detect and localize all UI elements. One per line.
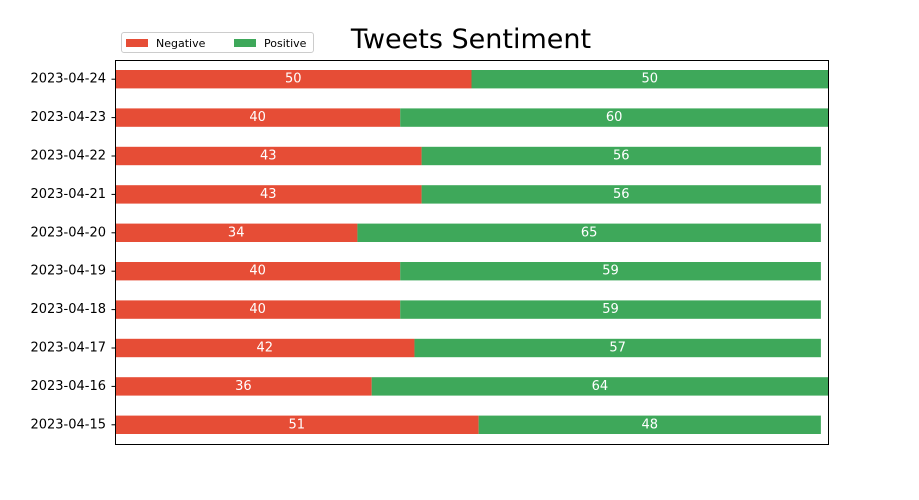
data-label-positive-2023-04-16: 64 [592, 379, 609, 394]
y-tick-label-2023-04-19: 2023-04-19 [30, 264, 106, 279]
data-label-positive-2023-04-20: 65 [581, 225, 598, 240]
bar-negative-2023-04-19 [115, 262, 401, 281]
bar-negative-2023-04-23 [115, 108, 401, 127]
bars-layer: 50 50 40 60 43 56 43 56 34 65 40 59 40 59 42 57 36 64 51 48 [115, 70, 828, 434]
data-label-negative-2023-04-16: 36 [235, 379, 252, 394]
plot-frame [115, 60, 829, 445]
data-label-positive-2023-04-17: 57 [609, 341, 626, 356]
bar-negative-2023-04-20 [115, 223, 358, 242]
data-label-positive-2023-04-19: 59 [602, 264, 619, 279]
data-label-positive-2023-04-18: 59 [602, 302, 619, 317]
y-tick-label-2023-04-24: 2023-04-24 [30, 72, 106, 87]
bar-negative-2023-04-24 [115, 70, 472, 89]
bar-positive-2023-04-16 [371, 377, 828, 396]
data-label-negative-2023-04-17: 42 [256, 341, 273, 356]
bar-positive-2023-04-22 [421, 146, 821, 166]
y-tick-label-2023-04-20: 2023-04-20 [30, 225, 106, 240]
data-label-negative-2023-04-23: 40 [249, 110, 266, 125]
data-label-negative-2023-04-20: 34 [228, 225, 245, 240]
y-tick-label-2023-04-17: 2023-04-17 [30, 341, 106, 356]
bar-negative-2023-04-16 [115, 377, 372, 396]
data-label-negative-2023-04-21: 43 [260, 187, 277, 202]
chart-legend: Negative Positive [121, 32, 314, 53]
bar-positive-2023-04-20 [357, 223, 821, 242]
bar-negative-2023-04-15 [115, 415, 479, 434]
bar-positive-2023-04-23 [400, 108, 828, 127]
bar-positive-2023-04-19 [400, 262, 821, 281]
legend-swatch-negative [126, 39, 148, 47]
data-label-negative-2023-04-18: 40 [249, 302, 266, 317]
data-label-negative-2023-04-22: 43 [260, 149, 277, 164]
bar-positive-2023-04-18 [400, 300, 821, 319]
data-label-positive-2023-04-22: 56 [613, 149, 630, 164]
data-label-negative-2023-04-19: 40 [249, 264, 266, 279]
y-tick-label-2023-04-18: 2023-04-18 [30, 302, 106, 317]
bar-positive-2023-04-21 [421, 185, 821, 204]
bar-negative-2023-04-17 [115, 338, 415, 358]
data-label-positive-2023-04-15: 48 [641, 417, 658, 432]
data-label-negative-2023-04-24: 50 [285, 72, 302, 87]
legend-label-negative: Negative [156, 36, 206, 50]
data-label-positive-2023-04-24: 50 [641, 72, 658, 87]
data-label-negative-2023-04-15: 51 [289, 417, 306, 432]
bar-negative-2023-04-18 [115, 300, 401, 319]
chart-title: Tweets Sentiment [350, 24, 592, 55]
legend-item-positive: Positive [234, 36, 306, 50]
legend-item-negative: Negative [126, 36, 205, 50]
legend-label-positive: Positive [264, 36, 307, 50]
y-tick-label-2023-04-23: 2023-04-23 [30, 110, 106, 125]
y-tick-label-2023-04-15: 2023-04-15 [30, 417, 106, 432]
bar-positive-2023-04-24 [471, 70, 828, 89]
y-tick-label-2023-04-21: 2023-04-21 [30, 187, 106, 202]
y-tick-label-2023-04-22: 2023-04-22 [30, 149, 106, 164]
y-axis: 2023-04-24 2023-04-23 2023-04-22 2023-04-21… [30, 72, 116, 432]
data-label-positive-2023-04-21: 56 [613, 187, 630, 202]
legend-swatch-positive [234, 39, 256, 47]
bar-negative-2023-04-22 [115, 146, 422, 166]
data-label-positive-2023-04-23: 60 [606, 110, 623, 125]
bar-positive-2023-04-15 [478, 415, 821, 434]
y-tick-label-2023-04-16: 2023-04-16 [30, 379, 106, 394]
bar-positive-2023-04-17 [414, 338, 821, 358]
bar-negative-2023-04-21 [115, 185, 422, 204]
